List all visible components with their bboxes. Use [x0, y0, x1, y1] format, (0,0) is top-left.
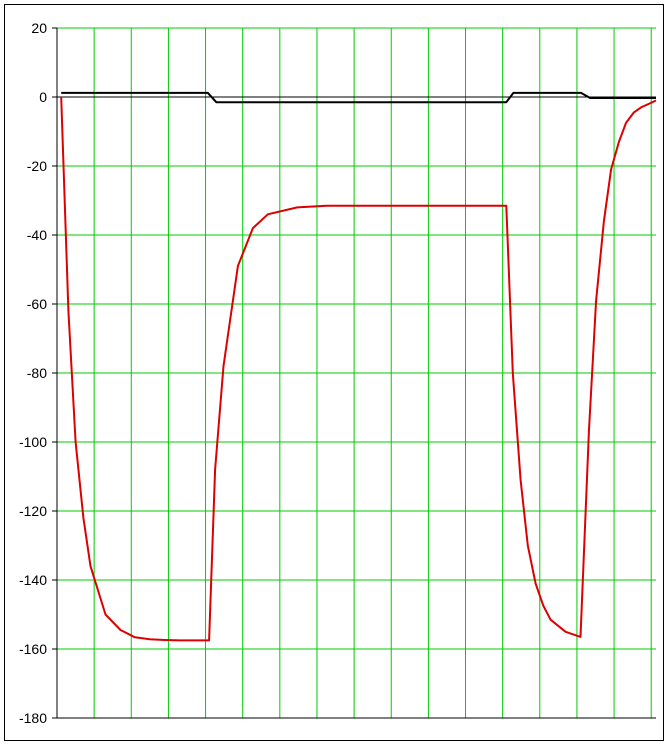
y-tick-labels: 20 0 -20 -40 -60 -80 -100 -120 -140 -160 -180: [19, 20, 47, 726]
series-line-2: [60, 96, 657, 642]
y-tick-label: -80: [27, 365, 47, 381]
y-tick-label: -180: [19, 710, 47, 726]
y-tick-label: 20: [31, 20, 47, 36]
series-lines: [60, 91, 657, 642]
y-tick-label: -20: [27, 158, 47, 174]
y-tick-label: -60: [27, 296, 47, 312]
vertical-gridlines: [93, 28, 652, 718]
axes: [52, 27, 656, 719]
y-tick-label: -120: [19, 503, 47, 519]
series-line-1: [61, 91, 656, 104]
y-tick-label: -100: [19, 434, 47, 450]
chart-frame: [4, 4, 664, 741]
y-tick-label: -140: [19, 572, 47, 588]
y-tick-label: -160: [19, 641, 47, 657]
y-tick-label: -40: [27, 227, 47, 243]
y-tick-label: 0: [39, 89, 47, 105]
horizontal-gridlines: [57, 27, 656, 719]
